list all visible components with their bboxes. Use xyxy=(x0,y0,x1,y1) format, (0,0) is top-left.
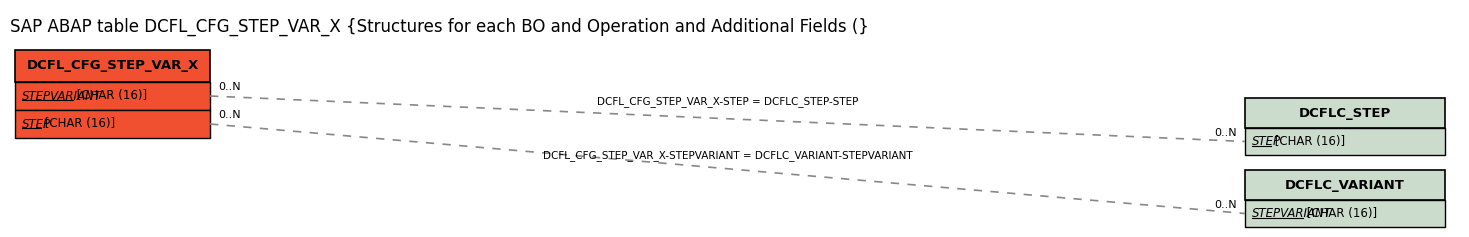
Text: DCFL_CFG_STEP_VAR_X-STEPVARIANT = DCFLC_VARIANT-STEPVARIANT: DCFL_CFG_STEP_VAR_X-STEPVARIANT = DCFLC_… xyxy=(542,150,912,161)
Text: STEPVARIANT: STEPVARIANT xyxy=(1252,207,1332,220)
Text: STEP: STEP xyxy=(1252,135,1281,148)
Text: [CHAR (16)]: [CHAR (16)] xyxy=(73,90,147,102)
Bar xyxy=(1246,98,1445,128)
Text: [CHAR (16)]: [CHAR (16)] xyxy=(41,118,115,131)
Bar xyxy=(1246,200,1445,227)
Text: 0..N: 0..N xyxy=(1215,128,1237,137)
Bar xyxy=(15,82,210,110)
Text: DCFL_CFG_STEP_VAR_X-STEP = DCFLC_STEP-STEP: DCFL_CFG_STEP_VAR_X-STEP = DCFLC_STEP-ST… xyxy=(596,96,858,107)
Text: 0..N: 0..N xyxy=(217,82,241,92)
Text: DCFLC_VARIANT: DCFLC_VARIANT xyxy=(1285,178,1404,191)
Text: STEP: STEP xyxy=(22,118,51,131)
Text: DCFL_CFG_STEP_VAR_X: DCFL_CFG_STEP_VAR_X xyxy=(26,59,198,73)
Text: [CHAR (16)]: [CHAR (16)] xyxy=(1303,207,1378,220)
Bar xyxy=(15,50,210,82)
Bar xyxy=(1246,128,1445,155)
Text: DCFLC_STEP: DCFLC_STEP xyxy=(1299,106,1391,119)
Text: SAP ABAP table DCFL_CFG_STEP_VAR_X {Structures for each BO and Operation and Add: SAP ABAP table DCFL_CFG_STEP_VAR_X {Stru… xyxy=(10,18,868,36)
Text: 0..N: 0..N xyxy=(217,110,241,120)
Bar xyxy=(1246,170,1445,200)
Text: 0..N: 0..N xyxy=(1215,200,1237,210)
Text: STEPVARIANT: STEPVARIANT xyxy=(22,90,101,102)
Text: [CHAR (16)]: [CHAR (16)] xyxy=(1271,135,1344,148)
Bar xyxy=(15,110,210,138)
